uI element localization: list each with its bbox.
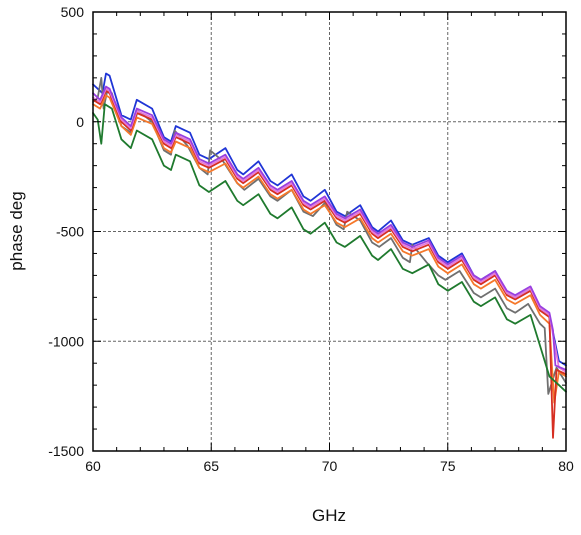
x-tick-label: 70 (322, 458, 338, 474)
x-tick-label: 65 (203, 458, 219, 474)
series-line-7 (92, 103, 567, 393)
y-tick-label: -1500 (48, 443, 84, 459)
y-tick-label: 0 (76, 114, 84, 130)
x-tick-label: 80 (558, 458, 574, 474)
series-layer (92, 72, 567, 439)
series-line-4 (92, 90, 567, 439)
axis-layer: 60 65 70 75 80 500 0 -500 -1000 -1500 (48, 4, 574, 474)
series-line-5 (92, 87, 567, 373)
series-line-2 (92, 77, 567, 395)
y-axis-title: phase deg (7, 191, 26, 270)
series-line-3 (92, 94, 567, 404)
series-line-6 (92, 85, 567, 371)
y-tick-label: -1000 (48, 333, 84, 349)
x-tick-label: 75 (440, 458, 456, 474)
y-tick-label: -500 (56, 224, 84, 240)
x-axis-title: GHz (312, 506, 346, 525)
x-tick-label: 60 (85, 458, 101, 474)
y-tick-label: 500 (61, 4, 85, 20)
